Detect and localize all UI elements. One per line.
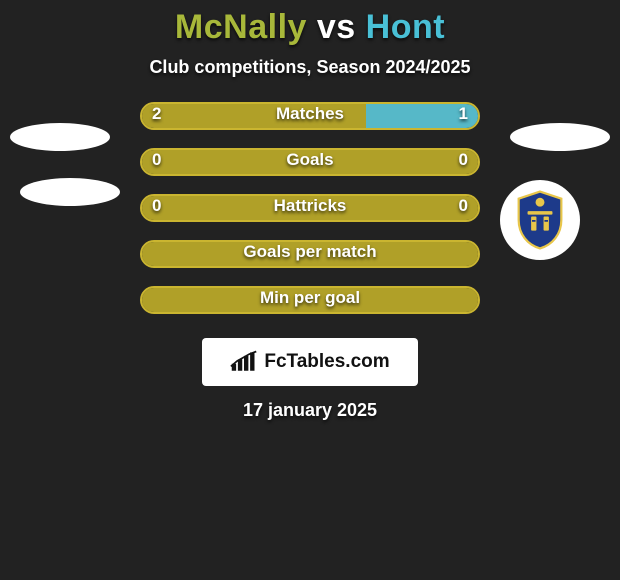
vs-label: vs xyxy=(317,8,356,46)
subtitle: Club competitions, Season 2024/2025 xyxy=(0,57,620,78)
stat-bar xyxy=(140,148,480,176)
stat-row: Min per goal xyxy=(0,286,620,332)
stat-bar-left xyxy=(142,104,366,128)
bar-chart-icon xyxy=(230,350,258,374)
page-title: McNally vs Hont xyxy=(0,8,620,47)
club-crest-blank xyxy=(10,123,110,151)
stat-bar-left xyxy=(142,242,478,266)
brand-badge: FcTables.com xyxy=(202,338,418,386)
club-crest-blank xyxy=(510,123,610,151)
player1-name: McNally xyxy=(175,8,307,46)
club-crest-blank xyxy=(20,178,120,206)
stat-bar-left xyxy=(142,196,478,220)
stat-bar-left xyxy=(142,150,478,174)
player2-name: Hont xyxy=(366,8,445,46)
stat-bar xyxy=(140,286,480,314)
brand-text: FcTables.com xyxy=(264,351,389,373)
stat-bar-right xyxy=(366,104,478,128)
stat-bar xyxy=(140,194,480,222)
club-crest-icon xyxy=(500,180,580,260)
stat-bar xyxy=(140,102,480,130)
stat-bar xyxy=(140,240,480,268)
date-label: 17 january 2025 xyxy=(0,400,620,421)
stat-bar-left xyxy=(142,288,478,312)
